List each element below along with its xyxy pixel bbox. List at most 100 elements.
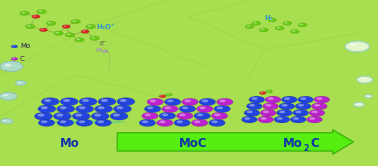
Circle shape [199,98,216,106]
Circle shape [57,119,74,126]
Circle shape [217,98,233,106]
Circle shape [98,98,116,106]
Circle shape [21,12,25,13]
Text: C: C [310,137,319,150]
Circle shape [159,112,176,120]
Circle shape [54,31,64,35]
Circle shape [41,98,59,106]
Circle shape [41,29,44,30]
Circle shape [295,103,311,110]
Circle shape [15,81,26,85]
Circle shape [103,51,105,52]
Circle shape [46,21,56,25]
Text: Mo: Mo [283,137,302,150]
Circle shape [96,48,102,51]
Circle shape [101,99,108,102]
Circle shape [116,106,123,109]
Circle shape [27,25,31,27]
Text: Mo: Mo [20,43,30,49]
Circle shape [150,99,156,102]
Circle shape [32,15,40,18]
Circle shape [177,112,193,120]
Circle shape [356,103,358,104]
Circle shape [48,22,51,23]
Circle shape [0,92,17,100]
Circle shape [38,119,55,126]
Circle shape [182,106,188,109]
Circle shape [244,117,250,120]
Circle shape [164,106,171,109]
Circle shape [277,117,283,120]
Circle shape [179,113,186,116]
Circle shape [44,99,51,102]
Circle shape [3,94,8,96]
Circle shape [37,114,44,117]
Circle shape [39,28,48,32]
Circle shape [314,104,320,107]
Circle shape [242,116,257,123]
Circle shape [38,105,56,113]
Circle shape [268,97,274,100]
Circle shape [314,96,330,103]
Circle shape [300,97,306,100]
Circle shape [75,114,82,117]
Circle shape [25,24,35,29]
Circle shape [365,95,372,98]
Circle shape [299,24,303,25]
Circle shape [268,18,277,22]
Circle shape [279,111,285,113]
Circle shape [269,19,273,20]
Circle shape [147,98,164,106]
Text: MoC: MoC [178,137,207,150]
Circle shape [98,106,104,109]
Circle shape [249,96,265,103]
Circle shape [18,82,21,83]
Circle shape [79,106,85,109]
Circle shape [275,26,284,30]
Text: e⁻: e⁻ [100,40,108,46]
Circle shape [261,29,264,30]
Text: H₃O⁺: H₃O⁺ [96,24,115,30]
Circle shape [79,120,85,123]
Circle shape [251,97,257,100]
Circle shape [309,117,315,120]
Circle shape [260,117,266,120]
Circle shape [202,99,208,102]
Circle shape [345,41,369,52]
Circle shape [144,113,151,116]
Circle shape [197,105,213,113]
Circle shape [265,96,281,103]
Circle shape [266,90,273,93]
Circle shape [41,106,48,109]
Circle shape [164,98,181,106]
Circle shape [246,25,250,27]
Circle shape [253,22,257,23]
Circle shape [110,112,128,120]
Circle shape [211,112,228,120]
Circle shape [120,99,127,102]
Circle shape [259,28,268,32]
Text: 2: 2 [303,144,308,153]
Circle shape [33,15,36,17]
Circle shape [3,120,7,121]
Circle shape [95,119,112,126]
Circle shape [292,30,295,32]
Circle shape [357,76,373,83]
Circle shape [144,105,161,113]
Circle shape [179,105,196,113]
Circle shape [72,20,76,22]
Circle shape [311,103,327,110]
Circle shape [174,119,191,126]
Circle shape [65,33,75,37]
Circle shape [162,105,178,113]
Circle shape [57,105,75,113]
Circle shape [90,36,99,40]
Circle shape [312,111,318,113]
Circle shape [276,109,292,116]
Circle shape [247,111,253,113]
Circle shape [182,98,198,106]
Circle shape [76,38,80,40]
Circle shape [191,119,208,126]
Circle shape [309,109,325,116]
Circle shape [211,120,218,123]
